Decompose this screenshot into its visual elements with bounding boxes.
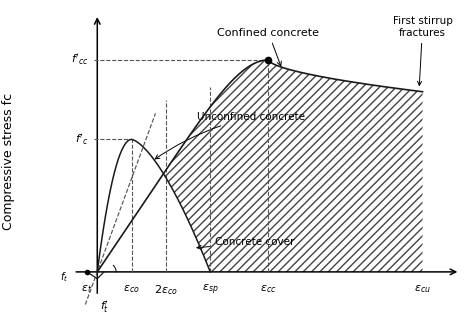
Text: Compressive stress fc: Compressive stress fc (2, 93, 15, 230)
Text: $\varepsilon_t$: $\varepsilon_t$ (82, 283, 92, 294)
Text: Confined concrete: Confined concrete (218, 28, 319, 66)
Text: $\varepsilon_{sp}$: $\varepsilon_{sp}$ (202, 283, 219, 297)
Text: First stirrup
fractures: First stirrup fractures (392, 16, 453, 85)
Text: $f_t$: $f_t$ (60, 270, 68, 284)
Text: Concrete cover: Concrete cover (197, 237, 294, 249)
Text: $f'_{cc}$: $f'_{cc}$ (71, 53, 89, 67)
Text: $\varepsilon_{cu}$: $\varepsilon_{cu}$ (414, 283, 431, 294)
Text: $\varepsilon_{cc}$: $\varepsilon_{cc}$ (260, 283, 277, 294)
Text: $f'_c$: $f'_c$ (75, 132, 89, 147)
Text: $\varepsilon_{co}$: $\varepsilon_{co}$ (123, 283, 140, 294)
Polygon shape (97, 139, 210, 272)
Text: $f_t'$: $f_t'$ (100, 299, 109, 315)
Text: $2\varepsilon_{co}$: $2\varepsilon_{co}$ (154, 283, 178, 296)
Text: Unconfined concrete: Unconfined concrete (155, 112, 305, 159)
